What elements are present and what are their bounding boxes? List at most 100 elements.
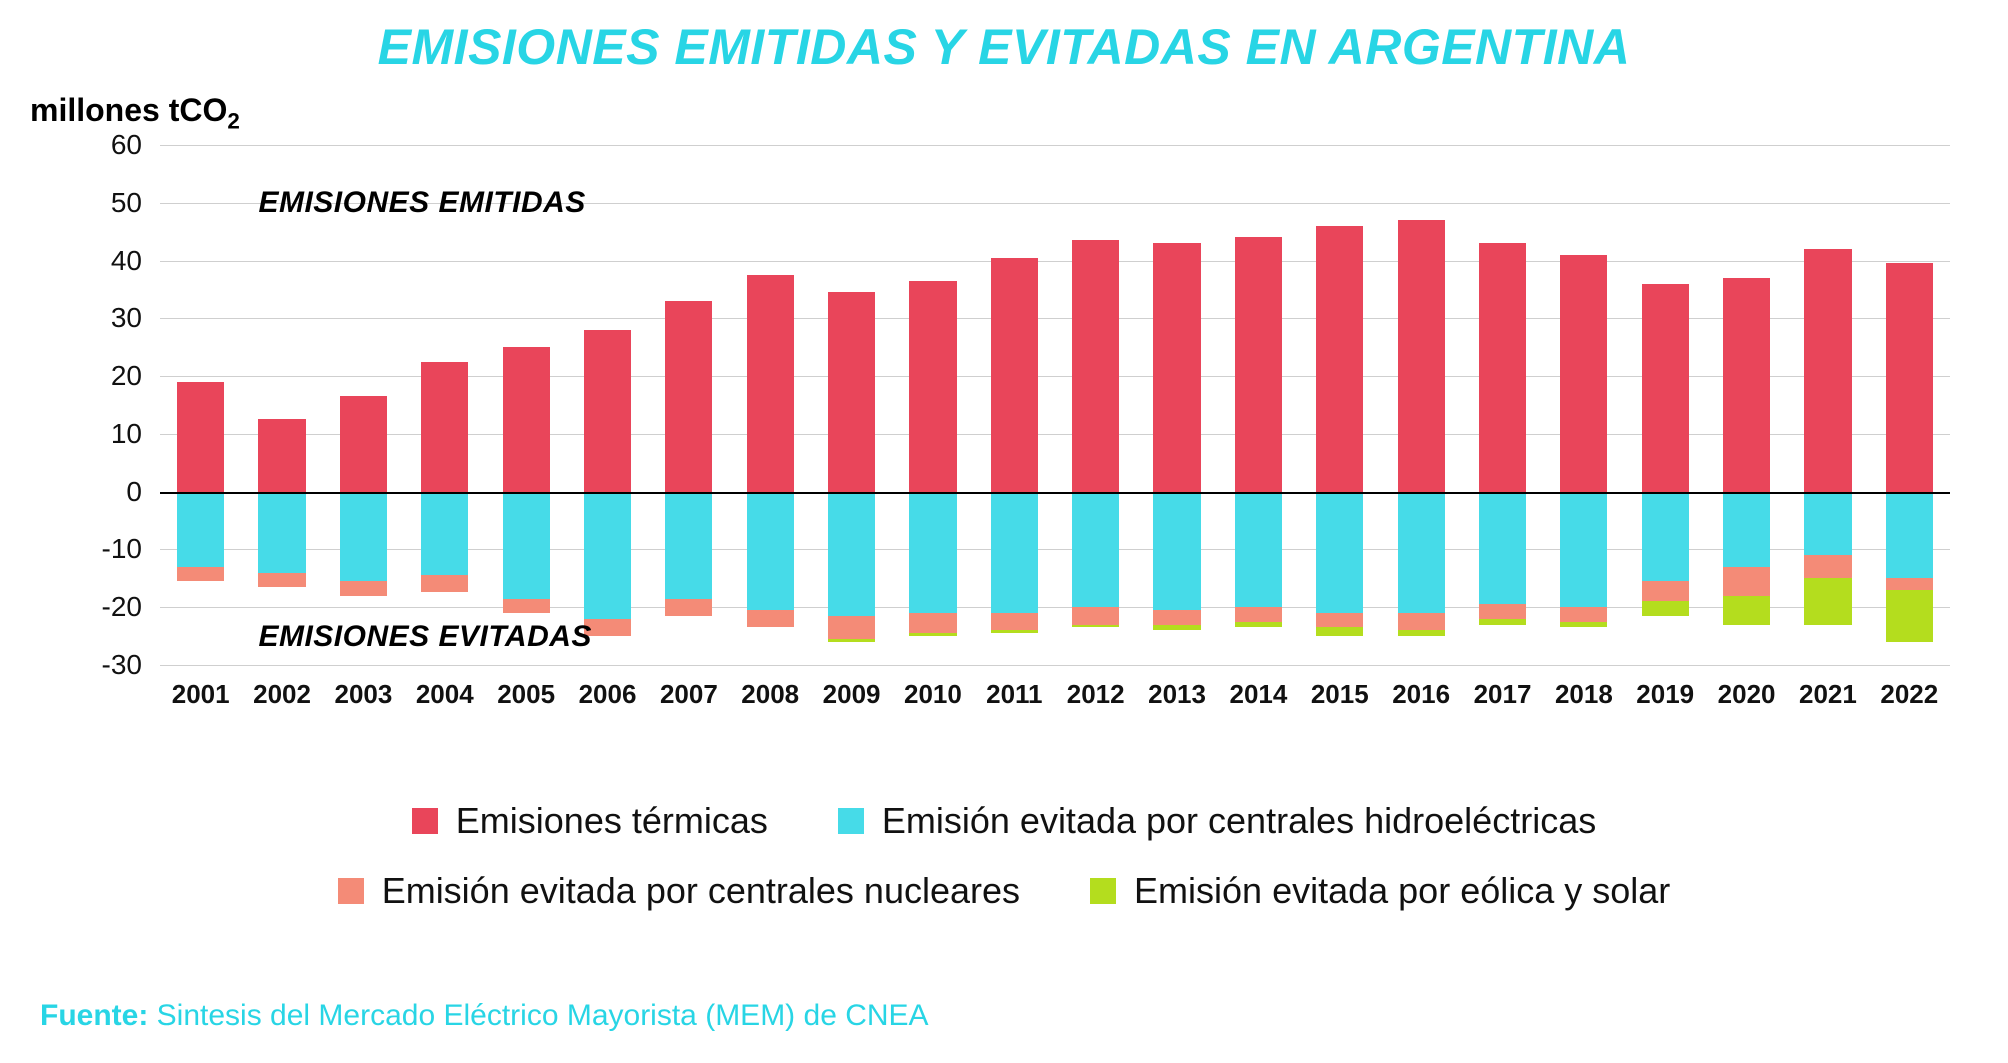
legend-label: Emisión evitada por centrales hidroeléct…	[882, 800, 1596, 842]
legend-swatch	[838, 808, 864, 834]
bar-segment-nuclear	[1235, 607, 1282, 621]
x-tick-label: 2014	[1229, 679, 1287, 710]
bar-segment-hydro	[665, 492, 712, 599]
chart-title: EMISIONES EMITIDAS Y EVITADAS EN ARGENTI…	[0, 18, 2008, 76]
bar-segment-hydro	[747, 492, 794, 610]
bar-slot: 2019	[1642, 145, 1689, 665]
bar-segment-nuclear	[1479, 604, 1526, 618]
plot-region: -30-20-100102030405060200120022003200420…	[160, 145, 1950, 665]
bar-segment-windsolar	[1398, 630, 1445, 636]
bar-segment-nuclear	[1153, 610, 1200, 624]
bar-segment-hydro	[1479, 492, 1526, 605]
bar-segment-nuclear	[747, 610, 794, 627]
source-line: Fuente: Sintesis del Mercado Eléctrico M…	[40, 999, 929, 1033]
legend-label: Emisión evitada por centrales nucleares	[382, 870, 1020, 912]
legend-swatch	[412, 808, 438, 834]
bar-slot: 2013	[1153, 145, 1200, 665]
bar-segment-nuclear	[1804, 555, 1851, 578]
y-tick-label: 50	[111, 187, 142, 219]
x-tick-label: 2007	[660, 679, 718, 710]
bar-segment-windsolar	[1886, 590, 1933, 642]
y-tick-label: 30	[111, 302, 142, 334]
legend-item: Emisiones térmicas	[412, 800, 768, 842]
bar-slot: 2017	[1479, 145, 1526, 665]
y-tick-label: -10	[102, 533, 142, 565]
bar-segment-windsolar	[991, 630, 1038, 633]
bar-segment-hydro	[177, 492, 224, 567]
y-tick-label: 10	[111, 418, 142, 450]
bar-segment-thermal	[503, 347, 550, 491]
bar-segment-thermal	[177, 382, 224, 466]
bar-segment-thermal	[1886, 263, 1933, 491]
x-tick-label: 2013	[1148, 679, 1206, 710]
y-tick-label: -20	[102, 591, 142, 623]
x-tick-label: 2001	[172, 679, 230, 710]
bar-slot: 2007	[665, 145, 712, 665]
bar-segment-nuclear	[991, 613, 1038, 630]
x-tick-label: 2012	[1067, 679, 1125, 710]
bar-segment-thermal	[991, 258, 1038, 492]
bar-segment-windsolar	[1235, 622, 1282, 628]
x-tick-label: 2011	[986, 679, 1042, 710]
bar-slot: 2014	[1235, 145, 1282, 665]
x-tick-label: 2009	[823, 679, 881, 710]
y-tick-label: 0	[126, 476, 142, 508]
x-tick-label: 2022	[1880, 679, 1938, 710]
bar-segment-thermal	[747, 275, 794, 492]
bar-segment-thermal	[1072, 240, 1119, 491]
y-tick-label: -30	[102, 649, 142, 681]
bar-segment-thermal	[828, 292, 875, 491]
bar-slot: 2009	[828, 145, 875, 665]
bar-segment-nuclear	[421, 575, 468, 591]
x-tick-label: 2004	[416, 679, 474, 710]
x-tick-label: 2020	[1718, 679, 1776, 710]
source-text: Sintesis del Mercado Eléctrico Mayorista…	[148, 999, 928, 1032]
bar-slot: 2022	[1886, 145, 1933, 665]
bar-segment-nuclear	[828, 616, 875, 639]
bar-slot: 2016	[1398, 145, 1445, 665]
bar-segment-thermal_small	[177, 466, 224, 492]
legend-label: Emisión evitada por eólica y solar	[1134, 870, 1670, 912]
x-tick-label: 2002	[253, 679, 311, 710]
bar-segment-hydro	[1072, 492, 1119, 608]
bar-segment-windsolar	[1072, 625, 1119, 628]
legend-item: Emisión evitada por centrales hidroeléct…	[838, 800, 1596, 842]
bar-segment-hydro	[258, 492, 305, 573]
x-tick-label: 2006	[579, 679, 637, 710]
bar-segment-thermal	[1235, 237, 1282, 491]
bar-slot: 2002	[258, 145, 305, 665]
bar-segment-nuclear	[258, 573, 305, 587]
bar-segment-nuclear	[1560, 607, 1607, 621]
legend-row: Emisión evitada por centrales nucleares E…	[338, 870, 1671, 912]
bar-segment-thermal	[665, 301, 712, 492]
x-tick-label: 2015	[1311, 679, 1369, 710]
bars-container: 2001200220032004200520062007200820092010…	[160, 145, 1950, 665]
bar-segment-hydro	[1642, 492, 1689, 582]
bar-segment-nuclear	[1072, 607, 1119, 624]
bar-segment-nuclear	[909, 613, 956, 633]
bar-segment-hydro	[1723, 492, 1770, 567]
bar-segment-hydro	[340, 492, 387, 582]
bar-slot: 2020	[1723, 145, 1770, 665]
legend-item: Emisión evitada por eólica y solar	[1090, 870, 1670, 912]
bar-segment-windsolar	[828, 639, 875, 642]
bar-segment-thermal	[1479, 243, 1526, 491]
bar-segment-hydro	[1804, 492, 1851, 556]
legend-swatch	[1090, 878, 1116, 904]
bar-slot: 2010	[909, 145, 956, 665]
bar-slot: 2015	[1316, 145, 1363, 665]
bar-slot: 2003	[340, 145, 387, 665]
bar-slot: 2005	[503, 145, 550, 665]
source-label: Fuente:	[40, 999, 148, 1032]
zero-line	[160, 492, 1950, 494]
bar-slot: 2006	[584, 145, 631, 665]
bar-segment-thermal	[1642, 284, 1689, 492]
bar-segment-nuclear	[503, 599, 550, 613]
legend-swatch	[338, 878, 364, 904]
bar-segment-thermal	[909, 281, 956, 492]
bar-segment-thermal	[1723, 278, 1770, 492]
y-tick-label: 20	[111, 360, 142, 392]
bar-segment-thermal	[421, 362, 468, 492]
bar-segment-hydro	[909, 492, 956, 613]
bar-segment-hydro	[1560, 492, 1607, 608]
